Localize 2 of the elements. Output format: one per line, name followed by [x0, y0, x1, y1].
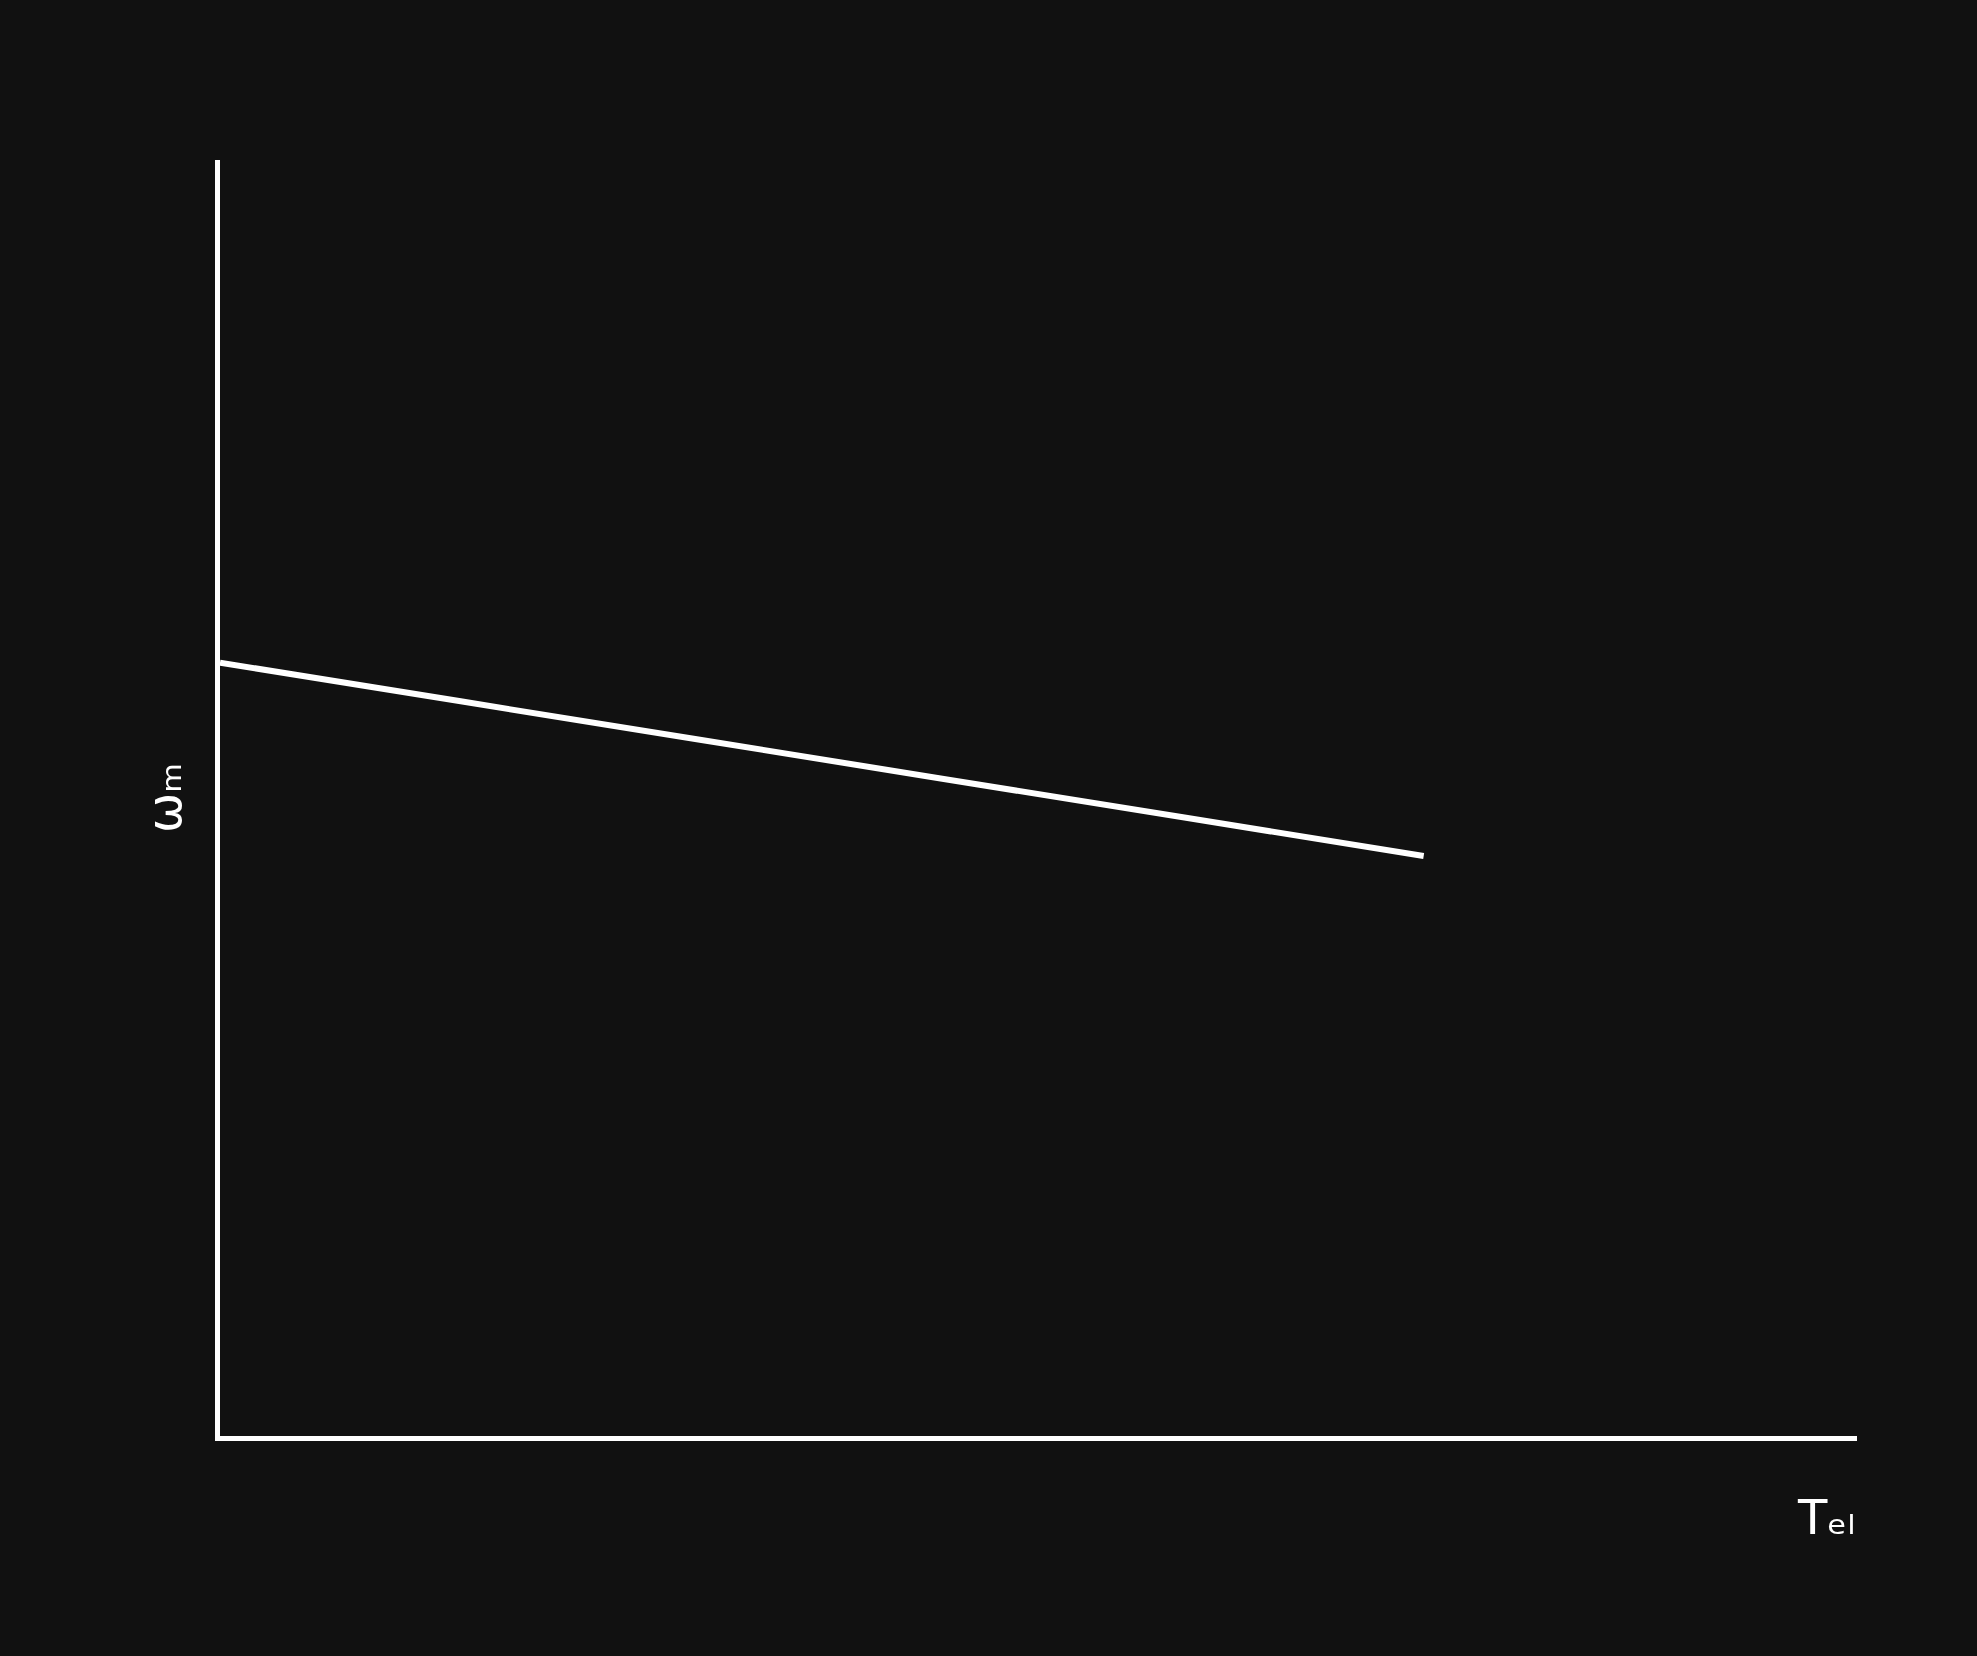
- x-axis-title: Tₑₗ: [1797, 1489, 1856, 1545]
- y-axis-title: ωₘ: [135, 762, 192, 834]
